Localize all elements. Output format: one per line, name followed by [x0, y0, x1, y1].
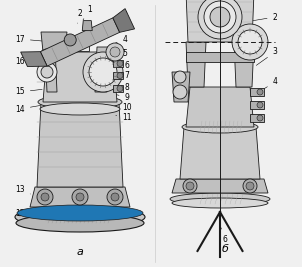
Circle shape — [198, 0, 242, 39]
Text: 2: 2 — [78, 9, 82, 23]
Circle shape — [39, 49, 55, 65]
Bar — [113, 72, 123, 79]
Text: 7: 7 — [118, 70, 130, 80]
Circle shape — [186, 182, 194, 190]
Text: 1: 1 — [83, 5, 92, 20]
Circle shape — [257, 115, 263, 121]
Circle shape — [174, 71, 186, 83]
Bar — [65, 45, 89, 51]
Text: 9: 9 — [116, 92, 130, 101]
Polygon shape — [41, 32, 67, 52]
Circle shape — [243, 179, 257, 193]
Text: 12: 12 — [15, 210, 25, 218]
Bar — [113, 85, 123, 92]
Circle shape — [42, 52, 52, 62]
Bar — [250, 88, 264, 96]
Ellipse shape — [182, 121, 258, 133]
Text: 2: 2 — [248, 13, 277, 22]
Text: 13: 13 — [15, 186, 31, 194]
Polygon shape — [172, 72, 190, 102]
Circle shape — [72, 189, 88, 205]
Polygon shape — [43, 52, 117, 102]
Circle shape — [110, 47, 120, 57]
Text: 3: 3 — [117, 10, 127, 20]
Polygon shape — [113, 9, 135, 32]
Circle shape — [89, 58, 117, 86]
Text: 4: 4 — [116, 34, 127, 44]
Text: 3: 3 — [256, 48, 278, 65]
Text: 1: 1 — [206, 2, 217, 11]
Circle shape — [64, 34, 76, 46]
Circle shape — [246, 182, 254, 190]
Text: 6: 6 — [221, 228, 227, 244]
Ellipse shape — [17, 205, 143, 221]
Polygon shape — [30, 187, 130, 207]
Text: 11: 11 — [116, 112, 132, 121]
Circle shape — [257, 89, 263, 95]
Polygon shape — [186, 0, 254, 42]
Bar — [186, 52, 254, 62]
Circle shape — [76, 193, 84, 201]
Circle shape — [41, 66, 53, 78]
Text: 10: 10 — [113, 103, 132, 112]
Circle shape — [37, 62, 57, 82]
Text: 17: 17 — [15, 34, 50, 44]
Bar — [250, 101, 264, 109]
Circle shape — [37, 189, 53, 205]
Bar — [113, 60, 123, 67]
Polygon shape — [40, 18, 120, 66]
Circle shape — [183, 179, 197, 193]
Text: 15: 15 — [15, 88, 42, 96]
Polygon shape — [82, 21, 92, 31]
Circle shape — [83, 52, 123, 92]
Polygon shape — [186, 42, 206, 87]
Circle shape — [238, 30, 262, 54]
Text: 14: 14 — [15, 104, 40, 113]
Circle shape — [232, 24, 268, 60]
Circle shape — [117, 85, 123, 92]
Ellipse shape — [38, 95, 122, 109]
Ellipse shape — [40, 103, 120, 115]
Polygon shape — [234, 42, 254, 87]
Text: а: а — [77, 247, 83, 257]
Polygon shape — [186, 87, 254, 127]
Polygon shape — [37, 102, 123, 187]
Circle shape — [107, 189, 123, 205]
Polygon shape — [95, 47, 109, 92]
Text: 5: 5 — [114, 49, 127, 58]
Circle shape — [257, 102, 263, 108]
Text: 4: 4 — [256, 77, 278, 93]
Circle shape — [204, 1, 236, 33]
Circle shape — [106, 43, 124, 61]
Ellipse shape — [15, 206, 145, 228]
Ellipse shape — [16, 214, 144, 232]
Circle shape — [173, 85, 187, 99]
Ellipse shape — [172, 198, 268, 208]
Bar — [250, 114, 264, 122]
Circle shape — [210, 7, 230, 27]
Circle shape — [117, 61, 123, 66]
Text: 16: 16 — [15, 57, 44, 66]
Polygon shape — [45, 47, 57, 92]
Circle shape — [41, 193, 49, 201]
Circle shape — [117, 73, 123, 78]
Text: 8: 8 — [118, 83, 129, 92]
Polygon shape — [180, 127, 260, 179]
Text: б: б — [222, 244, 228, 254]
Ellipse shape — [170, 193, 270, 205]
Text: 6: 6 — [116, 61, 130, 69]
Circle shape — [111, 193, 119, 201]
Polygon shape — [172, 179, 268, 193]
Polygon shape — [21, 52, 47, 66]
